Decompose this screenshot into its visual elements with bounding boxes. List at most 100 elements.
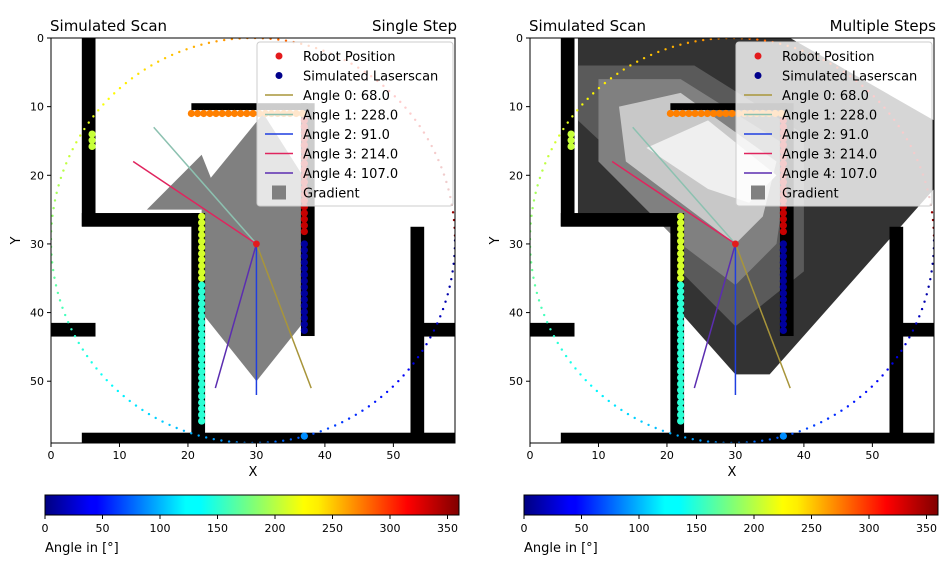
scan-circle-point [541,169,544,172]
colorbar-tick-label: 0 [42,522,49,535]
scan-circle-point [930,270,933,273]
laserscan-point [198,237,206,245]
scan-circle-point [182,429,186,432]
scan-circle-point [451,270,454,273]
legend: Robot Position Simulated Laserscan Angle 0… [735,41,933,207]
scan-circle-point [915,322,918,325]
scan-circle-point [204,436,208,439]
scan-circle-point [81,348,85,351]
laserscan-point [697,109,705,118]
scan-circle-point [542,313,546,317]
legend-entry: Simulated Laserscan [303,70,438,85]
y-tick-label: 10 [509,101,523,114]
laserscan-point [198,225,206,233]
scan-circle-point [380,395,383,399]
scan-circle-point [220,439,223,442]
x-tick-label: 40 [318,449,332,462]
title-left: Simulated Scan [529,17,646,35]
scan-circle-point [649,53,653,57]
scan-circle-point [756,38,759,41]
laserscan-point [198,281,206,289]
scan-circle-point [629,64,632,67]
laserscan-point [677,349,685,357]
laserscan-point [779,240,787,248]
laserscan-point [88,130,96,138]
legend-entry: Angle 1: 228.0 [303,109,398,124]
scan-circle-point [446,293,449,296]
laserscan-point [567,136,575,144]
laserscan-point [779,246,787,254]
scan-circle-point [289,438,293,441]
scan-circle-point [761,439,764,442]
scan-circle-point [141,408,144,412]
laserscan-point [300,295,308,304]
legend-entry: Angle 0: 68.0 [782,89,869,104]
laserscan-point [677,374,685,382]
scan-circle-point [895,356,899,359]
laserscan-point [198,219,206,227]
scan-circle-point [560,348,564,351]
scan-circle-point [429,336,432,339]
laserscan-point [198,355,206,363]
scan-circle-point [545,321,549,324]
scan-circle-point [90,361,93,364]
laserscan-point [779,258,787,267]
scan-circle-point [150,64,153,67]
scan-circle-point [676,434,679,437]
angle-line-0 [255,243,312,389]
laserscan-point [224,109,232,118]
colorbar-tick-label: 250 [322,522,343,535]
laserscan-point [300,252,308,260]
scan-circle-point [609,77,613,80]
scan-circle-point [326,427,330,430]
scan-circle-point [56,291,60,295]
x-tick-label: 0 [527,449,534,462]
legend-marker [754,52,762,60]
scan-circle-point [930,211,934,214]
laserscan-point [300,283,308,291]
laserscan-point [779,308,787,316]
scan-circle-point [175,426,178,430]
laserscan-point [198,380,206,388]
laserscan-point [779,314,787,322]
scan-circle-point [859,395,862,399]
scan-circle-point [530,261,533,264]
scan-circle-point [58,299,62,302]
scan-circle-point [613,404,617,407]
laserscan-point [206,109,214,118]
x-axis-label: X [728,465,737,480]
laserscan-point [230,109,239,118]
scan-circle-point [622,68,625,71]
scan-circle-point [274,440,277,443]
scan-circle-point [448,285,451,288]
laserscan-point [249,109,257,118]
y-tick-label: 0 [516,32,523,45]
laserscan-point [677,243,685,251]
laserscan-point [198,262,206,270]
wall-block [560,38,575,227]
laserscan-point [237,109,245,118]
laserscan-point [779,283,787,291]
laserscan-point [677,324,685,332]
colorbar-tick-label: 50 [96,522,110,535]
scan-circle-point [929,277,932,281]
scan-circle-point [277,38,280,41]
laserscan-point [198,243,206,251]
laserscan-point [300,277,308,285]
legend-entry: Angle 1: 228.0 [782,109,877,124]
laserscan-point [88,142,96,151]
scan-circle-point [552,334,556,338]
scan-circle-point [633,416,636,420]
scan-circle-point [579,373,582,376]
scan-circle-point [421,349,424,352]
scan-circle-point [620,408,623,412]
scan-circle-point [230,38,234,41]
scan-circle-point [63,313,67,317]
legend-entry: Angle 4: 107.0 [303,167,398,182]
scan-circle-point [925,293,928,296]
colorbar-label: Angle in [°] [524,541,598,556]
scan-circle-point [908,336,911,339]
colorbar-tick-label: 300 [859,522,880,535]
scan-circle-point [592,92,595,95]
